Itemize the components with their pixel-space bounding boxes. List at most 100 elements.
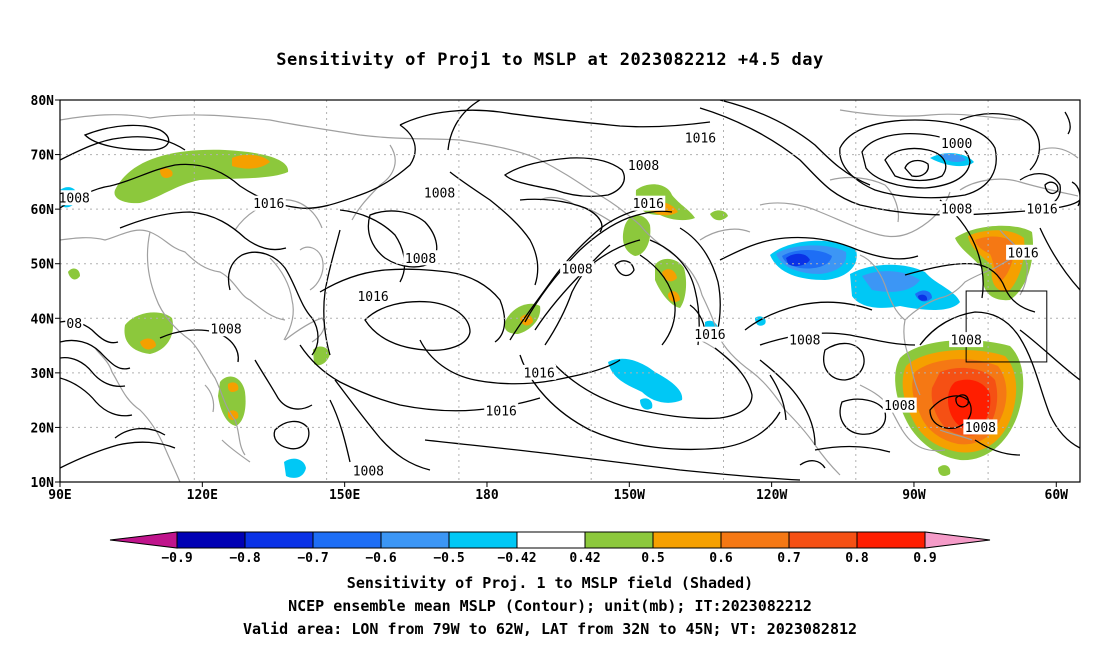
mslp-contour xyxy=(974,439,1021,456)
contour-label-bg xyxy=(1006,244,1041,260)
coastline xyxy=(859,254,906,321)
coastline xyxy=(221,439,251,463)
mslp-contour xyxy=(1044,181,1059,195)
mslp-contour xyxy=(254,359,313,410)
positive-area xyxy=(124,312,174,354)
mslp-contour xyxy=(1064,111,1071,135)
mslp-contour xyxy=(1019,173,1061,207)
mslp-contour xyxy=(814,445,891,453)
colorbar-swatch xyxy=(856,531,926,549)
contour-label-bg xyxy=(882,397,917,413)
contour-label: 1008 xyxy=(353,465,384,480)
contour-label: 1016 xyxy=(694,328,725,343)
valid-area-box xyxy=(965,290,1048,363)
mslp-contour xyxy=(449,171,539,286)
lat-tick-label: 10N xyxy=(31,476,55,491)
contour-label-bg xyxy=(356,288,391,304)
negative-area xyxy=(284,458,306,478)
colorbar-extend-low xyxy=(109,531,178,549)
mslp-contour xyxy=(319,268,506,343)
contour-label: 1016 xyxy=(524,366,555,381)
coastline xyxy=(60,229,286,321)
colorbar-label: 0.7 xyxy=(777,551,800,566)
contour-label: 1016 xyxy=(253,197,284,212)
contour-label-bg xyxy=(626,157,661,173)
mslp-contour xyxy=(799,460,826,469)
mslp-contour xyxy=(60,136,186,161)
negative-area xyxy=(608,358,683,403)
mslp-contour xyxy=(919,311,1080,449)
coastline xyxy=(146,231,246,456)
contour-label-bg xyxy=(963,419,998,435)
grid-lines xyxy=(60,100,1080,482)
mslp-contour xyxy=(424,439,801,481)
coastline xyxy=(60,114,461,141)
contour-label-bg xyxy=(351,463,386,479)
mslp-contour xyxy=(955,394,969,408)
contour-label: 1016 xyxy=(633,197,664,212)
caption-contour: NCEP ensemble mean MSLP (Contour); unit(… xyxy=(288,597,812,615)
coastline xyxy=(904,251,1026,321)
mslp-contour xyxy=(904,159,929,178)
coastline xyxy=(699,228,751,241)
colorbar-label: −0.9 xyxy=(161,551,192,566)
mslp-contour xyxy=(839,119,997,199)
coastline xyxy=(859,384,946,452)
positive-area xyxy=(227,382,239,392)
negative-area xyxy=(862,271,920,292)
lat-tick-label: 30N xyxy=(31,367,55,382)
mslp-contour xyxy=(329,399,351,463)
mslp-contour xyxy=(1039,227,1080,291)
mslp-contour xyxy=(60,339,131,370)
positive-area xyxy=(160,168,173,178)
contour-label-bg xyxy=(787,332,822,348)
positive-area xyxy=(938,465,951,476)
lon-tick-label: 150W xyxy=(614,488,645,503)
mslp-contour xyxy=(519,354,781,451)
coastline xyxy=(1039,147,1079,159)
mslp-contour xyxy=(699,107,1080,216)
mslp-contour xyxy=(823,342,865,381)
colorbar-label: −0.8 xyxy=(229,551,260,566)
contour-label-bg xyxy=(484,403,519,419)
colorbar-label: 0.6 xyxy=(709,551,733,566)
contour-label: 1016 xyxy=(685,132,716,147)
lat-tick-label: 40N xyxy=(31,312,55,327)
coastline xyxy=(351,144,396,221)
mslp-contour xyxy=(519,198,603,233)
mslp-contour xyxy=(679,227,721,339)
colorbar-swatch xyxy=(244,531,314,549)
positive-area xyxy=(668,291,680,302)
lat-tick-label: 70N xyxy=(31,149,55,164)
positive-area xyxy=(68,268,80,280)
contour-label-bg xyxy=(209,321,244,337)
lat-tick-label: 60N xyxy=(31,203,55,218)
mslp-contour xyxy=(334,379,431,471)
mslp-contour xyxy=(719,100,871,186)
mslp-contour xyxy=(744,301,873,331)
colorbar-swatch xyxy=(584,531,654,549)
coastline xyxy=(284,317,325,343)
lon-tick-label: 120E xyxy=(187,488,218,503)
positive-area xyxy=(140,338,156,350)
contour-label-bg xyxy=(949,332,984,348)
mslp-contour xyxy=(1019,329,1080,381)
positive-area xyxy=(218,376,246,426)
contour-label-bg xyxy=(522,364,557,380)
colorbar-swatch xyxy=(652,531,722,549)
mslp-contour xyxy=(114,427,166,439)
coastline xyxy=(94,347,181,482)
contour-label-bg xyxy=(560,261,595,277)
caption-shading: Sensitivity of Proj. 1 to MSLP field (Sh… xyxy=(346,574,754,592)
mslp-contour xyxy=(60,377,133,417)
contour-label: 1008 xyxy=(210,323,241,338)
contour-label-bg xyxy=(1025,201,1060,217)
colorbar-label: −0.6 xyxy=(365,551,396,566)
mslp-contour xyxy=(904,262,1036,313)
map-frame xyxy=(59,99,1081,483)
contour-label: 1016 xyxy=(357,290,388,305)
colorbar-label: −0.5 xyxy=(433,551,464,566)
mslp-contour xyxy=(554,347,753,420)
